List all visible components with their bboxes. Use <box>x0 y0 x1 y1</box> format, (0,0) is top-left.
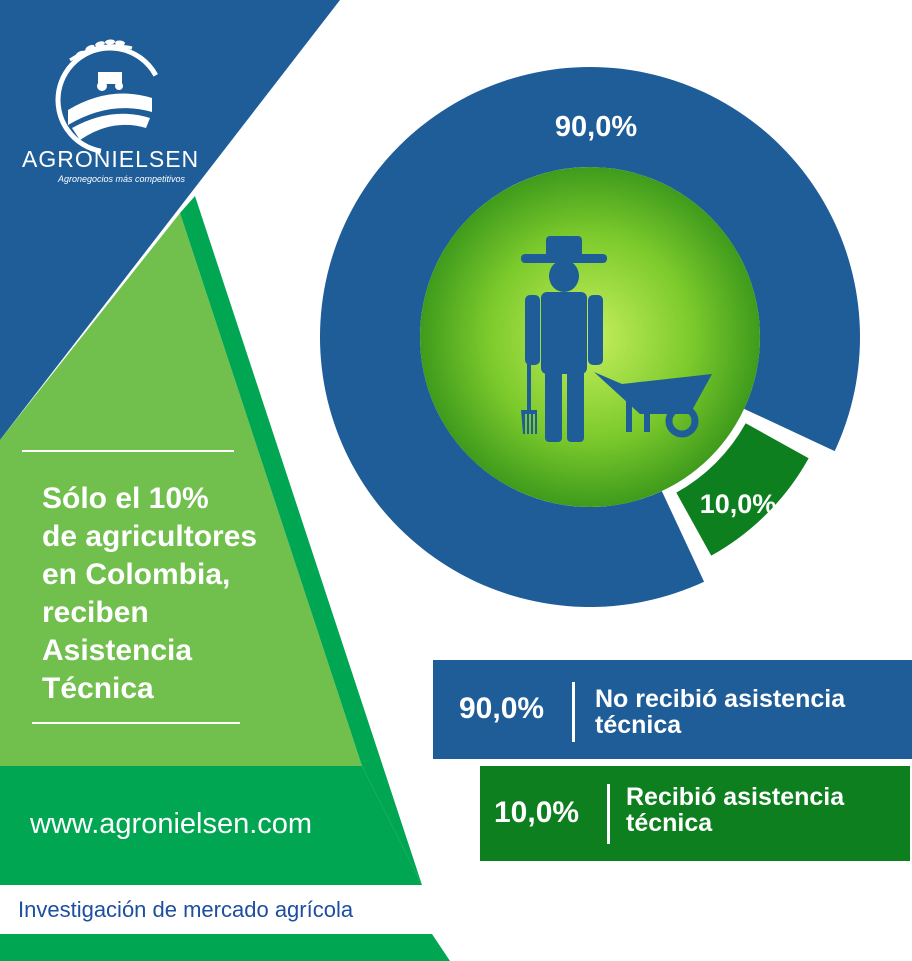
headline-line: Técnica <box>42 672 154 705</box>
legend-label: No recibió asistencia técnica <box>595 686 845 738</box>
legend-label-line: técnica <box>595 711 682 739</box>
research-caption: Investigación de mercado agrícola <box>18 897 354 922</box>
legend-label-line: No recibió asistencia <box>595 685 846 713</box>
legend-item-yes: 10,0% Recibió asistencia técnica <box>480 766 910 861</box>
headline-bottom-rule <box>32 722 240 724</box>
slice-label-yes: 10,0% <box>700 489 777 519</box>
headline-line: en Colombia, <box>42 558 231 591</box>
headline-line: Asistencia <box>42 634 193 667</box>
brand-tagline: Agronegocios más competitivos <box>58 174 186 184</box>
headline-line: de agricultores <box>42 520 258 553</box>
brand-name: AGRONIELSEN <box>22 146 200 172</box>
legend-item-no: 90,0% No recibió asistencia técnica <box>433 660 912 759</box>
legend-separator <box>572 682 575 742</box>
headline: Sólo el 10% de agricultores en Colombia,… <box>42 480 342 708</box>
legend-label: Recibió asistencia técnica <box>626 784 844 836</box>
headline-line: Sólo el 10% <box>42 482 209 515</box>
farmer-with-wheelbarrow-icon <box>521 236 712 442</box>
slice-assistance <box>676 423 809 556</box>
headline-line: reciben <box>42 596 149 629</box>
website-band <box>0 766 422 885</box>
legend-value: 90,0% <box>459 692 545 725</box>
bottom-band <box>0 934 450 961</box>
light-green-triangle <box>0 213 362 766</box>
slice-no-assistance <box>320 66 861 607</box>
slice-label-no: 90,0% <box>555 111 637 143</box>
green-stripe <box>180 196 422 885</box>
headline-top-rule <box>22 450 234 452</box>
legend-label-line: Recibió asistencia <box>626 783 845 811</box>
agronielsen-logo <box>55 39 165 155</box>
website-link[interactable]: www.agronielsen.com <box>30 808 313 840</box>
legend-separator <box>607 784 610 844</box>
legend-value: 10,0% <box>494 796 580 829</box>
legend-label-line: técnica <box>626 809 713 837</box>
